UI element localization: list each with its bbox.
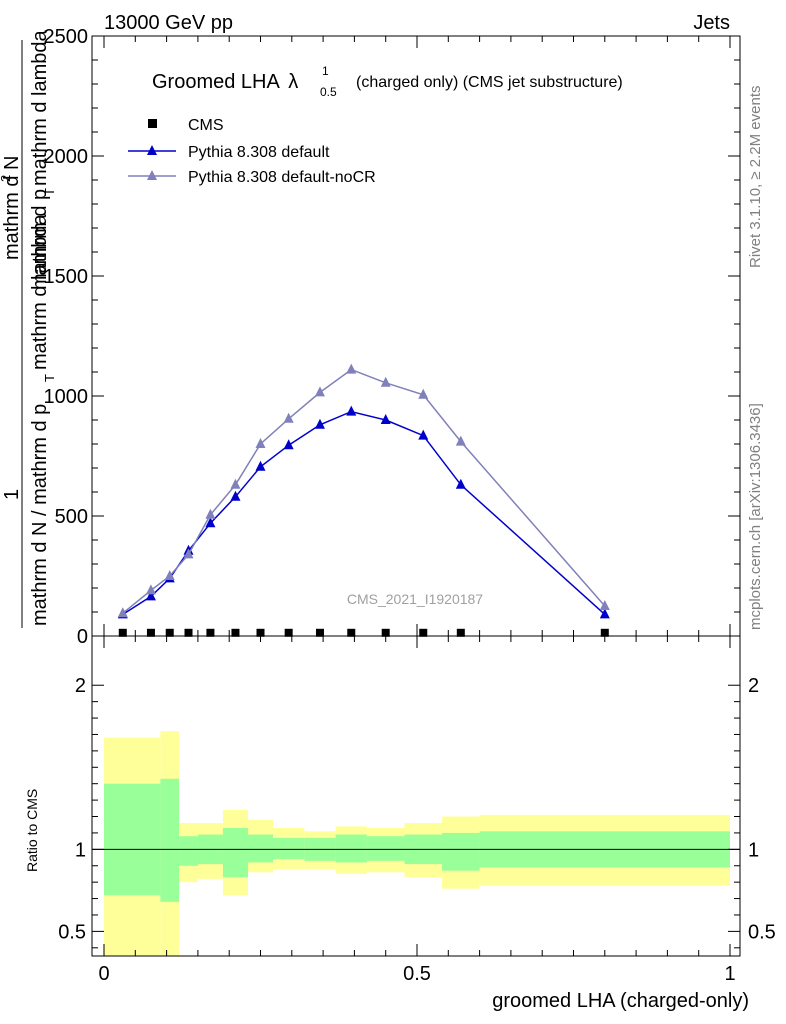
series-2-point-7 [283, 412, 294, 423]
cms-point-6 [256, 628, 265, 637]
analysis-watermark: CMS_2021_I1920187 [347, 591, 483, 607]
series-1-point-10 [380, 414, 391, 424]
series-1-point-7 [283, 439, 294, 450]
svg-text:0.5: 0.5 [320, 85, 337, 99]
series-2-point-5 [230, 478, 241, 489]
ratio-panel: 0 0.5 1 0.5 0.5 1 1 2 2 [58, 635, 776, 985]
legend-marker-nocr [147, 170, 157, 180]
svg-text:Groomed LHA λ: Groomed LHA λ [152, 71, 298, 93]
series-2-point-10 [380, 376, 391, 387]
main-ytick-label-1: 500 [55, 506, 88, 528]
series-2-point-13 [599, 600, 610, 610]
ratio-ytick-label-right-1: 1 [748, 839, 759, 861]
ratio-ytick-label-left-1: 1 [75, 839, 86, 861]
legend-label-cms: CMS [188, 117, 224, 134]
svg-text:N: N [1, 156, 23, 170]
ratio-inner-band-9 [366, 836, 405, 861]
main-ytick-label-2: 1000 [44, 386, 89, 408]
ratio-xtick-label-0: 0 [98, 963, 109, 985]
series-1-point-4 [205, 517, 216, 528]
svg-text:mathrm d lambda: mathrm d lambda [29, 214, 51, 370]
cms-point-7 [284, 628, 293, 637]
series-1-point-5 [230, 490, 241, 501]
chart-title: Groomed LHA λ 1 0.5 (charged only) (CMS … [152, 64, 623, 99]
ratio-ytick-label-right-0: 0.5 [748, 921, 776, 943]
mcplots-label: mcplots.cern.ch [arXiv:1306.3436] [747, 403, 764, 630]
series-2-point-12 [455, 435, 466, 446]
xlabel: groomed LHA (charged-only) [492, 990, 749, 1012]
cms-point-12 [456, 628, 465, 637]
ratio-inner-band-11 [442, 832, 480, 871]
series-line-2 [122, 368, 606, 614]
process-label: Jets [693, 12, 730, 34]
ratio-xtick-label-2: 1 [724, 963, 735, 985]
series-line-1 [122, 410, 606, 616]
series-2-point-9 [346, 363, 357, 374]
cms-point-4 [206, 628, 215, 637]
svg-text:T: T [42, 374, 57, 382]
cms-point-9 [347, 628, 356, 637]
ratio-inner-band-4 [222, 828, 248, 878]
series-2-point-8 [314, 386, 325, 397]
cms-point-11 [419, 628, 428, 637]
ratio-inner-band-2 [179, 836, 198, 866]
ratio-ylabel: Ratio to CMS [24, 789, 40, 872]
cms-point-0 [118, 628, 127, 637]
ratio-inner-band-8 [335, 834, 367, 863]
series-1-point-6 [255, 460, 266, 471]
svg-text:2: 2 [0, 175, 13, 182]
cms-point-2 [165, 628, 174, 637]
series-2-point-11 [418, 388, 429, 399]
series-1-point-1 [145, 590, 156, 601]
series-2-point-0 [117, 607, 128, 618]
cms-point-13 [600, 628, 609, 637]
main-ytick-label-5: 2500 [44, 26, 89, 48]
ratio-ytick-label-left-2: 2 [75, 675, 86, 697]
ratio-ytick-label-left-0: 0.5 [58, 921, 86, 943]
series-1-point-9 [346, 405, 357, 416]
series-1-point-12 [455, 478, 466, 489]
legend-label-nocr: Pythia 8.308 default-noCR [188, 169, 376, 186]
ratio-inner-band-6 [273, 837, 305, 860]
cms-point-10 [381, 628, 390, 637]
legend-marker-cms [148, 119, 157, 128]
svg-text:mathrm d lambda: mathrm d lambda [29, 30, 51, 186]
ratio-ytick-label-right-2: 2 [748, 675, 759, 697]
series-1-point-8 [314, 418, 325, 429]
main-ytick-label-0: 0 [77, 626, 88, 648]
ratio-inner-band-1 [160, 778, 180, 902]
series-1-point-13 [599, 608, 610, 619]
cms-point-8 [315, 628, 324, 637]
series-2-point-3 [183, 548, 194, 559]
svg-text:mathrm d p: mathrm d p [29, 189, 51, 290]
ratio-inner-band-5 [247, 834, 274, 863]
main-ytick-label-4: 2000 [44, 146, 89, 168]
cms-point-3 [184, 628, 193, 637]
series-2-point-2 [164, 570, 175, 580]
svg-text:T: T [42, 188, 57, 196]
ratio-xtick-label-1: 0.5 [403, 963, 431, 985]
rivet-label: Rivet 3.1.10, ≥ 2.2M events [747, 86, 764, 269]
main-ytick-label-3: 1500 [44, 266, 89, 288]
series-2-point-4 [205, 508, 216, 519]
cms-point-1 [146, 628, 155, 637]
cms-point-5 [231, 628, 240, 637]
svg-text:mathrm d: mathrm d [1, 176, 23, 260]
series-2-point-6 [255, 438, 266, 448]
legend-label-default: Pythia 8.308 default [188, 144, 330, 161]
series-1-point-11 [418, 429, 429, 440]
legend-marker-default [147, 145, 157, 155]
svg-text:(charged only) (CMS jet substr: (charged only) (CMS jet substructure) [356, 74, 623, 91]
ratio-inner-band-0 [104, 783, 161, 896]
legend: CMS Pythia 8.308 default Pythia 8.308 de… [128, 117, 376, 186]
ratio-frame [91, 635, 741, 957]
svg-text:1: 1 [1, 489, 23, 500]
main-panel: 0 500 1000 1500 2000 2500 [44, 26, 741, 648]
svg-text:1: 1 [322, 64, 329, 78]
svg-text:mathrm d N / mathrm d p: mathrm d N / mathrm d p [29, 404, 51, 626]
series-2-point-1 [145, 584, 156, 595]
energy-label: 13000 GeV pp [104, 12, 233, 34]
main-ylabel: 1 mathrm d N / mathrm d p T mathrm d lam… [0, 30, 57, 628]
